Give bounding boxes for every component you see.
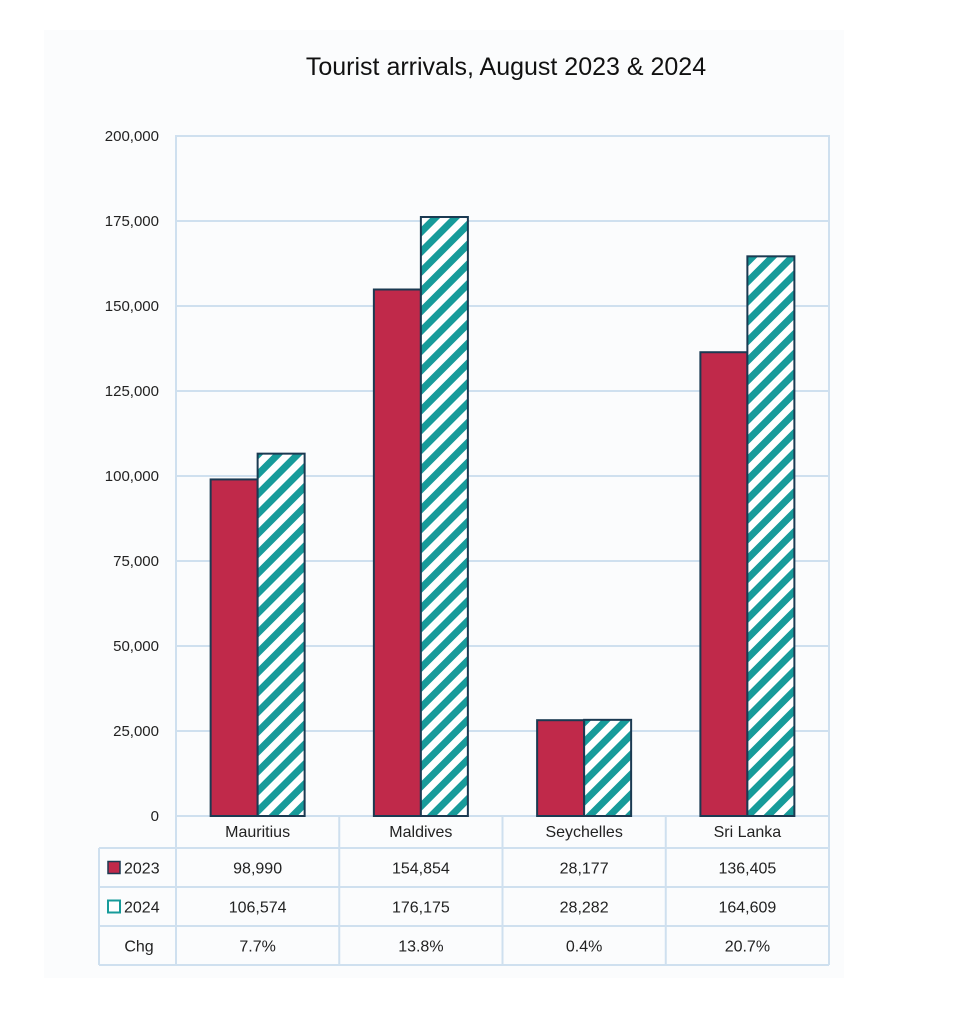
legend-key-2024 [107, 899, 121, 914]
chart-title: Tourist arrivals, August 2023 & 2024 [306, 53, 706, 81]
legend-key-2023 [107, 860, 121, 875]
bar-2023-seychelles [536, 719, 586, 817]
bars-layer [209, 216, 796, 817]
legend-label: 2023 [124, 861, 160, 878]
y-tick-label: 150,000 [105, 298, 159, 315]
data-table: Mauritius Maldives Seychelles Sri Lanka 2023… [98, 816, 830, 966]
legend-label: 2024 [124, 900, 160, 917]
y-tick-label: 50,000 [113, 638, 159, 655]
chart-panel: Tourist arrivals, August 2023 & 2024 0 25… [44, 30, 844, 978]
change-value: 0.4% [566, 939, 602, 956]
bar-2024-seychelles [583, 718, 633, 817]
y-tick-label: 175,000 [105, 213, 159, 230]
y-tick-label: 25,000 [113, 723, 159, 740]
table-value: 136,405 [718, 861, 776, 878]
bar-2023-maldives [372, 288, 422, 817]
category-label: Seychelles [545, 824, 622, 841]
y-tick-label: 0 [151, 808, 159, 825]
bar-2023-sri-lanka [699, 351, 749, 817]
chart-svg: Tourist arrivals, August 2023 & 2024 0 25… [98, 53, 830, 966]
table-value: 154,854 [392, 861, 450, 878]
category-label: Sri Lanka [714, 824, 782, 841]
change-value: 7.7% [239, 939, 275, 956]
table-value: 106,574 [229, 900, 287, 917]
change-row-label: Chg [124, 939, 153, 956]
table-value: 176,175 [392, 900, 450, 917]
y-tick-label: 200,000 [105, 128, 159, 145]
table-value: 28,177 [560, 861, 609, 878]
y-tick-label: 75,000 [113, 553, 159, 570]
category-label: Mauritius [225, 824, 290, 841]
y-tick-label: 100,000 [105, 468, 159, 485]
category-label: Maldives [389, 824, 452, 841]
bar-2024-sri-lanka [746, 255, 796, 817]
bar-2024-maldives [419, 216, 469, 817]
change-value: 13.8% [398, 939, 443, 956]
table-value: 164,609 [718, 900, 776, 917]
change-value: 20.7% [725, 939, 770, 956]
bar-2024-mauritius [256, 452, 306, 817]
y-tick-label: 125,000 [105, 383, 159, 400]
table-value: 28,282 [560, 900, 609, 917]
bar-2023-mauritius [209, 478, 259, 817]
table-value: 98,990 [233, 861, 282, 878]
